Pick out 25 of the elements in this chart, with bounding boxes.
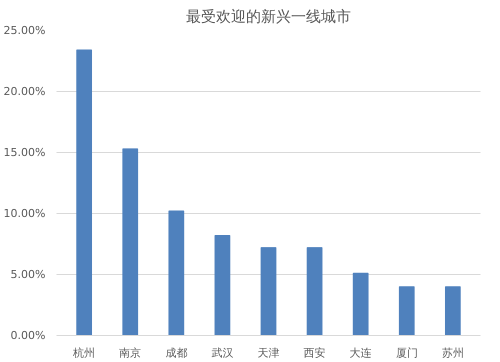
x-tick-label: 杭州 xyxy=(72,346,96,360)
bar xyxy=(122,148,138,336)
bar xyxy=(444,286,461,336)
x-tick-label: 天津 xyxy=(258,346,280,360)
x-tick-label: 成都 xyxy=(165,346,188,360)
x-tick-label: 西安 xyxy=(304,346,326,360)
y-tick-label: 25.00% xyxy=(4,24,46,37)
y-tick-label: 0.00% xyxy=(10,329,46,342)
x-tick-label: 大连 xyxy=(350,346,372,360)
bar xyxy=(352,272,369,336)
y-tick-label: 5.00% xyxy=(10,268,46,281)
y-tick-label: 20.00% xyxy=(4,85,46,98)
x-tick-label: 厦门 xyxy=(396,346,418,360)
bar xyxy=(168,210,184,336)
x-tick-label: 武汉 xyxy=(211,346,234,360)
x-tick-label: 苏州 xyxy=(442,346,464,360)
chart-title: 最受欢迎的新兴一线城市 xyxy=(186,8,351,26)
bar xyxy=(306,247,322,336)
bar xyxy=(76,50,92,336)
x-tick-label: 南京 xyxy=(119,346,142,360)
bar xyxy=(260,247,276,336)
y-tick-label: 10.00% xyxy=(4,207,46,220)
y-tick-label: 15.00% xyxy=(4,146,46,159)
bar xyxy=(214,234,230,336)
bar xyxy=(398,286,415,336)
